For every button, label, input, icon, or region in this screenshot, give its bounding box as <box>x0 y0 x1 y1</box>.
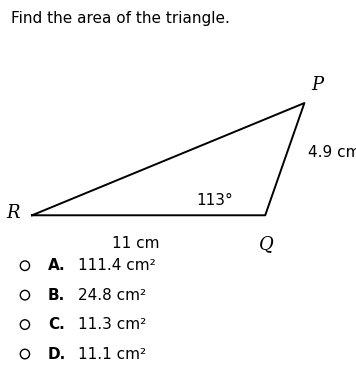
Text: 111.4 cm²: 111.4 cm² <box>78 258 156 273</box>
Text: A.: A. <box>48 258 66 273</box>
Text: Find the area of the triangle.: Find the area of the triangle. <box>11 11 230 26</box>
Text: R: R <box>6 204 20 222</box>
Text: D.: D. <box>48 347 66 361</box>
Text: 11.1 cm²: 11.1 cm² <box>78 347 146 361</box>
Text: 24.8 cm²: 24.8 cm² <box>78 288 146 302</box>
Text: C.: C. <box>48 317 65 332</box>
Text: B.: B. <box>48 288 65 302</box>
Text: 4.9 cm: 4.9 cm <box>308 145 356 160</box>
Text: 11.3 cm²: 11.3 cm² <box>78 317 147 332</box>
Text: 11 cm: 11 cm <box>111 236 159 251</box>
Text: P: P <box>312 76 324 94</box>
Text: Q: Q <box>259 236 274 254</box>
Text: 113°: 113° <box>197 193 233 208</box>
